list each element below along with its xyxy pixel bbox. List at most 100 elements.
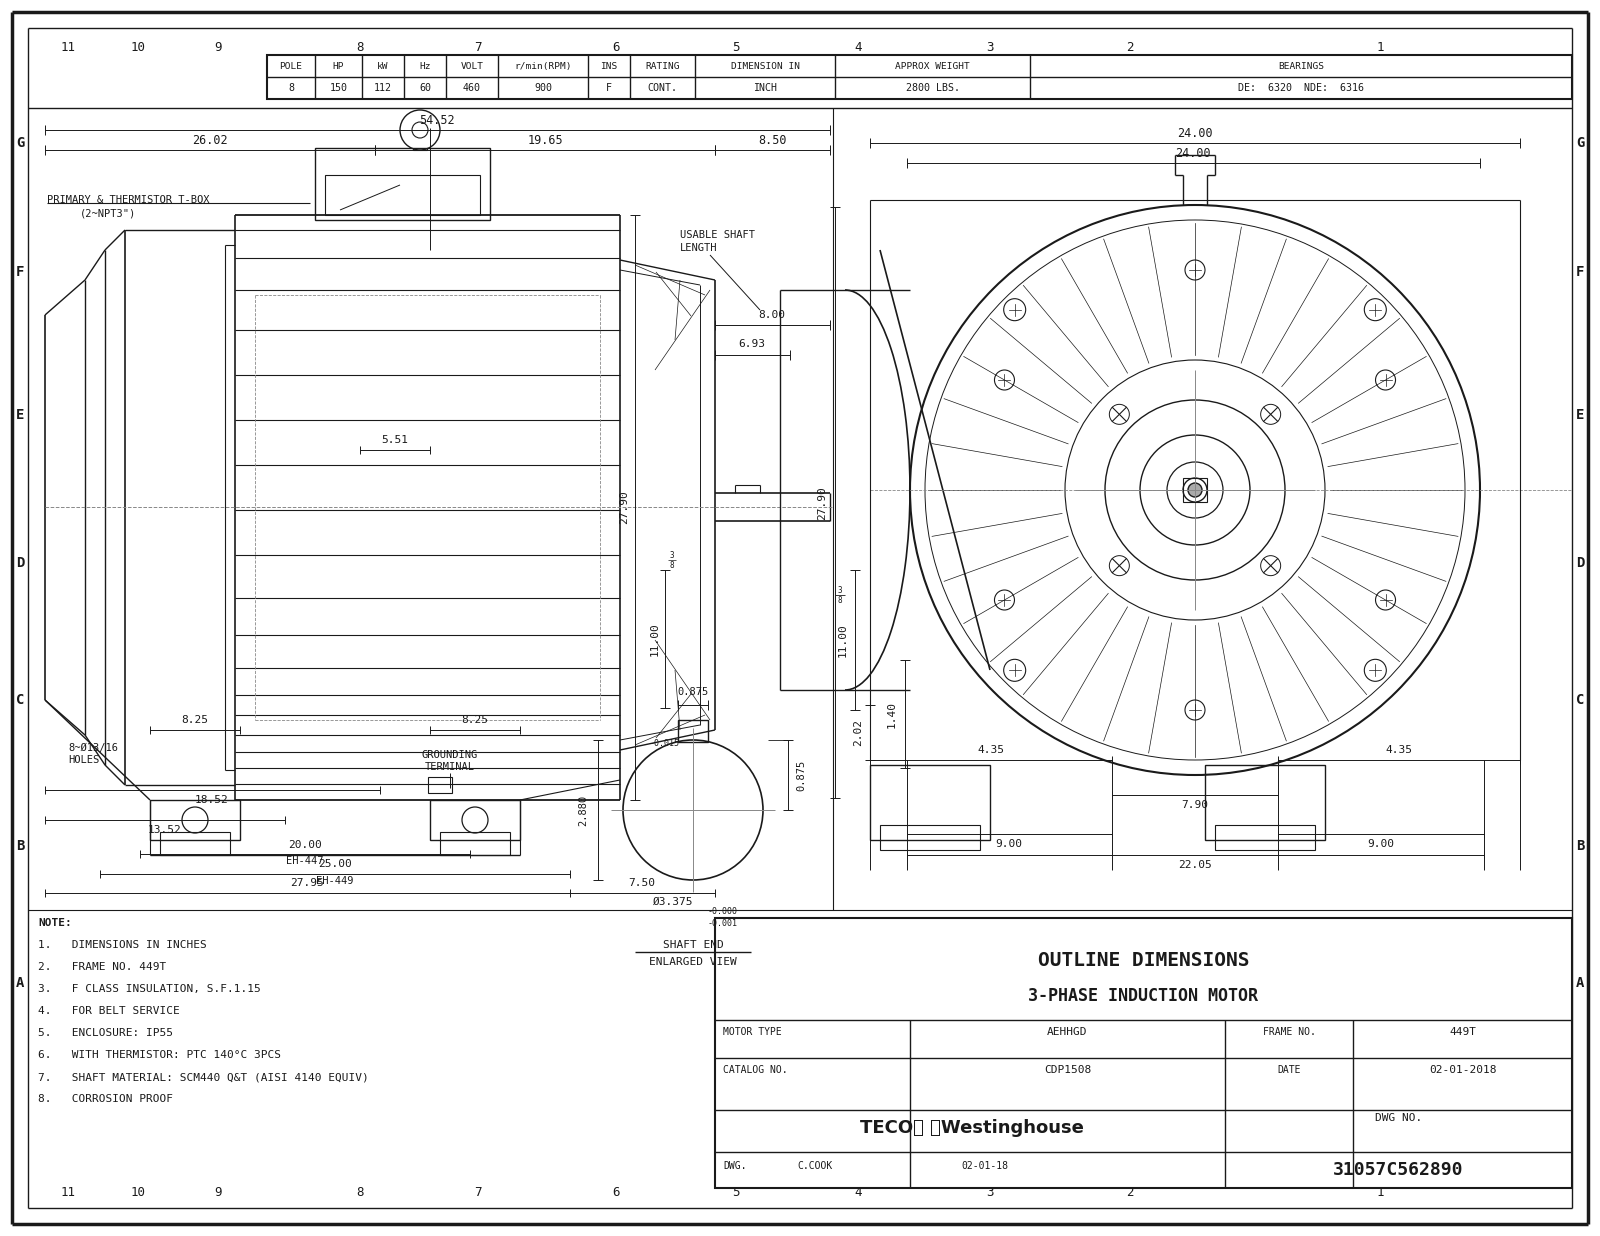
Text: 8: 8: [838, 596, 842, 604]
Text: HOLES: HOLES: [69, 755, 99, 765]
Text: 02-01-2018: 02-01-2018: [1429, 1065, 1496, 1075]
Text: 449T: 449T: [1450, 1027, 1475, 1037]
Text: SHAFT END: SHAFT END: [662, 941, 723, 950]
Bar: [715, 918, 1571, 1188]
Text: 9.00: 9.00: [995, 839, 1022, 849]
Text: C: C: [16, 693, 24, 707]
Text: 8: 8: [357, 1185, 363, 1199]
Bar: [440, 832, 510, 855]
Text: 2800 LBS.: 2800 LBS.: [906, 83, 960, 93]
Text: EH-449: EH-449: [317, 876, 354, 886]
Text: 8~Ø13/16: 8~Ø13/16: [69, 743, 118, 753]
Text: C.COOK: C.COOK: [797, 1161, 832, 1170]
Text: 8.50: 8.50: [758, 133, 786, 147]
Text: 20.00: 20.00: [288, 840, 322, 850]
Bar: [870, 765, 990, 840]
Bar: [1214, 824, 1315, 850]
Text: G: G: [1576, 136, 1584, 150]
Text: -0.015: -0.015: [650, 739, 680, 749]
Text: CONT.: CONT.: [648, 83, 677, 93]
Text: 0.875: 0.875: [677, 687, 709, 697]
Text: Ø3.375: Ø3.375: [653, 897, 693, 907]
Text: POLE: POLE: [280, 62, 302, 70]
Text: 26.02: 26.02: [192, 133, 227, 147]
Text: 54.52: 54.52: [419, 114, 454, 126]
Text: 6.93: 6.93: [739, 339, 765, 349]
Text: 13.52: 13.52: [149, 824, 182, 836]
Text: 3.   F CLASS INSULATION, S.F.1.15: 3. F CLASS INSULATION, S.F.1.15: [38, 984, 261, 994]
Text: G: G: [16, 136, 24, 150]
Text: PRIMARY & THERMISTOR T-BOX: PRIMARY & THERMISTOR T-BOX: [46, 195, 210, 205]
Bar: [315, 148, 490, 220]
Text: DIMENSION IN: DIMENSION IN: [731, 62, 800, 70]
Text: 27.95: 27.95: [290, 878, 323, 887]
Text: 7: 7: [474, 1185, 482, 1199]
Text: C: C: [1576, 693, 1584, 707]
Text: RATING: RATING: [645, 62, 680, 70]
Text: USABLE SHAFT: USABLE SHAFT: [680, 230, 755, 240]
Text: MOTOR TYPE: MOTOR TYPE: [723, 1027, 782, 1037]
Text: 8.00: 8.00: [758, 310, 786, 320]
Text: 8: 8: [288, 83, 294, 93]
Text: 11: 11: [61, 1185, 75, 1199]
Text: F: F: [1576, 265, 1584, 279]
Text: B: B: [1576, 839, 1584, 853]
Text: 7.90: 7.90: [1181, 800, 1208, 810]
Text: (2~NPT3"): (2~NPT3"): [80, 208, 136, 218]
Text: 6.   WITH THERMISTOR: PTC 140°C 3PCS: 6. WITH THERMISTOR: PTC 140°C 3PCS: [38, 1051, 282, 1060]
Text: 1.40: 1.40: [886, 701, 898, 728]
Text: 3: 3: [670, 550, 674, 560]
Text: 3-PHASE INDUCTION MOTOR: 3-PHASE INDUCTION MOTOR: [1029, 988, 1259, 1005]
Text: 900: 900: [534, 83, 552, 93]
Text: INCH: INCH: [754, 83, 778, 93]
Text: A: A: [1576, 976, 1584, 990]
Text: DWG.: DWG.: [723, 1161, 747, 1170]
Text: 2: 2: [1126, 41, 1134, 53]
Text: 2.880: 2.880: [578, 795, 589, 826]
Text: 10: 10: [131, 1185, 146, 1199]
Text: 1.   DIMENSIONS IN INCHES: 1. DIMENSIONS IN INCHES: [38, 941, 206, 950]
Text: kW: kW: [378, 62, 389, 70]
Text: TERMINAL: TERMINAL: [426, 763, 475, 772]
Bar: [430, 800, 520, 840]
Text: 7.50: 7.50: [629, 878, 656, 887]
Text: NOTE:: NOTE:: [38, 918, 72, 928]
Text: TECOⓇ ⓁWestinghouse: TECOⓇ ⓁWestinghouse: [861, 1119, 1085, 1137]
Text: DWG NO.: DWG NO.: [1374, 1112, 1422, 1124]
Text: r/min(RPM): r/min(RPM): [514, 62, 571, 70]
Text: 1: 1: [1376, 41, 1384, 53]
Text: 2.02: 2.02: [853, 718, 862, 745]
Text: 8: 8: [670, 560, 674, 570]
Text: FRAME NO.: FRAME NO.: [1262, 1027, 1315, 1037]
Text: 25.00: 25.00: [318, 859, 352, 869]
Text: 0.875: 0.875: [797, 759, 806, 791]
Text: 4: 4: [854, 1185, 862, 1199]
Bar: [325, 176, 480, 215]
Text: 4.35: 4.35: [978, 745, 1005, 755]
Bar: [267, 54, 1571, 99]
Text: 8.25: 8.25: [461, 714, 488, 726]
Text: 1: 1: [1376, 1185, 1384, 1199]
Text: 5.   ENCLOSURE: IP55: 5. ENCLOSURE: IP55: [38, 1028, 173, 1038]
Text: ENLARGED VIEW: ENLARGED VIEW: [650, 957, 738, 967]
Text: 8: 8: [357, 41, 363, 53]
Text: HP: HP: [333, 62, 344, 70]
Text: GROUNDING: GROUNDING: [422, 750, 478, 760]
Text: 112: 112: [374, 83, 392, 93]
Text: AEHHGD: AEHHGD: [1048, 1027, 1088, 1037]
Bar: [150, 800, 240, 840]
Text: 6: 6: [613, 41, 619, 53]
Text: 3: 3: [986, 41, 994, 53]
Text: DATE: DATE: [1277, 1065, 1301, 1075]
Text: 7.   SHAFT MATERIAL: SCM440 Q&T (AISI 4140 EQUIV): 7. SHAFT MATERIAL: SCM440 Q&T (AISI 4140…: [38, 1072, 368, 1082]
Text: 460: 460: [462, 83, 482, 93]
Text: D: D: [1576, 556, 1584, 570]
Text: 11.00: 11.00: [650, 622, 661, 656]
Text: F: F: [606, 83, 613, 93]
Text: 60: 60: [419, 83, 430, 93]
Text: 5: 5: [733, 41, 739, 53]
Text: 31057C562890: 31057C562890: [1333, 1161, 1464, 1179]
Bar: [429, 777, 453, 794]
Text: 3: 3: [838, 586, 842, 595]
Bar: [880, 824, 979, 850]
